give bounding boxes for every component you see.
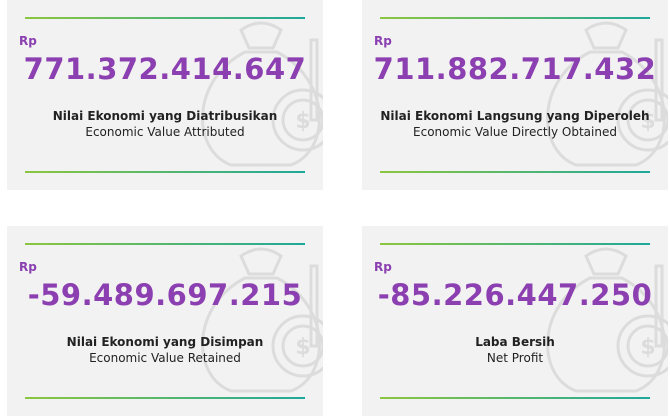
top-rule — [25, 17, 305, 19]
bottom-rule — [380, 397, 650, 399]
bottom-rule — [25, 171, 305, 173]
currency: Rp — [374, 260, 392, 274]
svg-text:$: $ — [640, 335, 655, 360]
label: Nilai Ekonomi yang Diatribusikan — [52, 109, 278, 123]
top-rule — [25, 243, 305, 245]
amount: 771.372.414.647 — [23, 52, 307, 86]
value-card: $ Rp 771.372.414.647 Nilai Ekonomi yang … — [7, 0, 323, 190]
money-icon: $ — [546, 247, 668, 393]
bottom-rule — [25, 397, 305, 399]
sublabel: Economic Value Retained — [89, 351, 241, 365]
sublabel: Economic Value Directly Obtained — [413, 125, 617, 139]
money-icon: $ — [201, 21, 323, 167]
value-card: $ Rp -85.226.447.250 Laba Bersih Net Pro… — [362, 226, 668, 416]
sublabel: Economic Value Attributed — [85, 125, 245, 139]
svg-text:$: $ — [640, 109, 655, 134]
label: Nilai Ekonomi yang Disimpan — [66, 335, 264, 349]
value-card: $ Rp 711.882.717.432 Nilai Ekonomi Langs… — [362, 0, 668, 190]
sublabel: Net Profit — [486, 351, 544, 365]
top-rule — [380, 17, 650, 19]
svg-text:$: $ — [295, 335, 310, 360]
money-icon: $ — [546, 21, 668, 167]
top-rule — [380, 243, 650, 245]
svg-text:$: $ — [295, 109, 310, 134]
currency: Rp — [19, 260, 37, 274]
value-card: $ Rp -59.489.697.215 Nilai Ekonomi yang … — [7, 226, 323, 416]
currency: Rp — [374, 34, 392, 48]
amount: -85.226.447.250 — [377, 278, 653, 312]
amount: -59.489.697.215 — [27, 278, 303, 312]
label: Nilai Ekonomi Langsung yang Diperoleh — [380, 109, 650, 123]
label: Laba Bersih — [475, 335, 555, 349]
bottom-rule — [380, 171, 650, 173]
amount: 711.882.717.432 — [373, 52, 657, 86]
currency: Rp — [19, 34, 37, 48]
money-icon: $ — [201, 247, 323, 393]
